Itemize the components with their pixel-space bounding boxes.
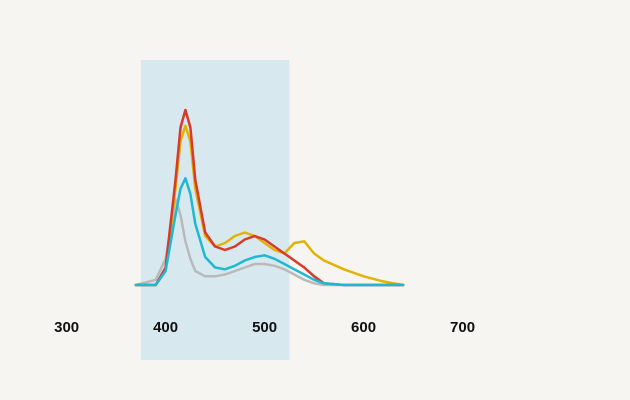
x-tick-label: 600 bbox=[351, 319, 376, 336]
x-tick-label: 300 bbox=[54, 319, 79, 336]
x-tick-label: 400 bbox=[153, 319, 178, 336]
spectrum-line bbox=[134, 124, 405, 287]
x-tick-label: 700 bbox=[450, 319, 475, 336]
highlight-band bbox=[140, 60, 290, 360]
x-tick-label: 500 bbox=[252, 319, 277, 336]
